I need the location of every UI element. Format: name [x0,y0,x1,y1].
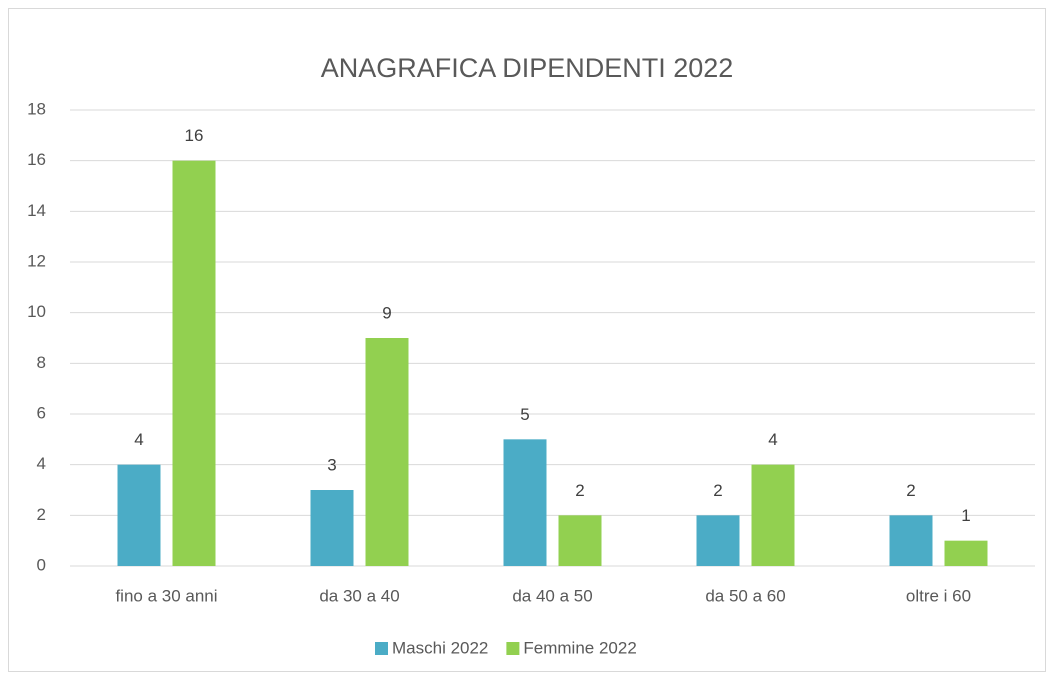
x-tick-label: da 50 a 60 [705,586,785,605]
data-label: 2 [713,481,722,500]
chart-title: ANAGRAFICA DIPENDENTI 2022 [321,53,734,83]
x-tick-label: fino a 30 anni [115,586,217,605]
x-tick-label: da 30 a 40 [319,586,399,605]
bar [558,515,602,566]
x-tick-label: da 40 a 50 [512,586,592,605]
y-tick-label: 12 [27,251,46,270]
data-label: 2 [575,481,584,500]
y-tick-label: 4 [37,454,46,473]
bar [365,338,409,566]
y-tick-label: 6 [37,403,46,422]
bar [117,464,161,566]
bar [503,439,547,566]
data-label: 4 [768,430,777,449]
legend-label: Femmine 2022 [523,638,636,657]
chart-border [8,8,1046,672]
bar [889,515,933,566]
legend-label: Maschi 2022 [392,638,488,657]
data-label: 4 [134,430,143,449]
data-label: 3 [327,455,336,474]
bar [944,540,988,566]
data-label: 9 [382,303,391,322]
y-tick-label: 2 [37,505,46,524]
y-tick-label: 18 [27,99,46,118]
data-label: 1 [961,506,970,525]
y-tick-label: 14 [27,201,46,220]
y-tick-label: 10 [27,302,46,321]
data-label: 2 [906,481,915,500]
bar [696,515,740,566]
x-tick-label: oltre i 60 [906,586,971,605]
y-tick-label: 0 [37,555,46,574]
bar [751,464,795,566]
bar [172,160,216,566]
data-label: 5 [520,405,529,424]
legend-swatch [506,642,520,655]
y-tick-label: 16 [27,150,46,169]
data-label: 16 [185,126,204,145]
bar [310,490,354,566]
y-tick-label: 8 [37,353,46,372]
legend-swatch [375,642,388,655]
